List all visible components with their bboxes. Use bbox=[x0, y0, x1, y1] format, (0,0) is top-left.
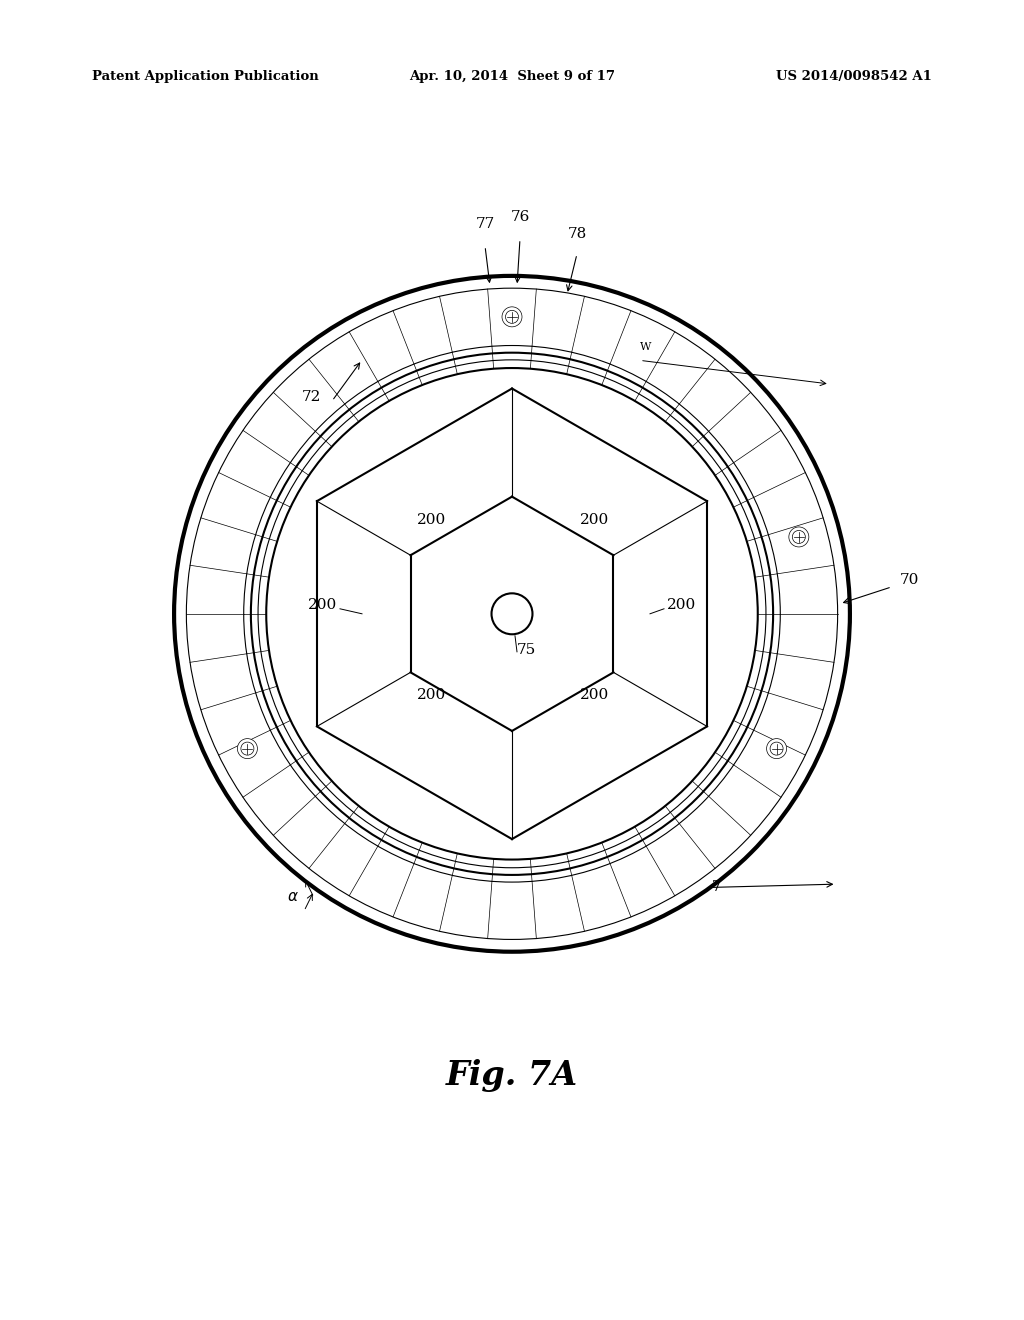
Text: Apr. 10, 2014  Sheet 9 of 17: Apr. 10, 2014 Sheet 9 of 17 bbox=[409, 70, 615, 83]
Circle shape bbox=[767, 739, 786, 759]
Text: Patent Application Publication: Patent Application Publication bbox=[92, 70, 318, 83]
Text: 200: 200 bbox=[580, 512, 609, 527]
Text: 75: 75 bbox=[517, 643, 537, 657]
Text: 76: 76 bbox=[510, 210, 529, 224]
Text: US 2014/0098542 A1: US 2014/0098542 A1 bbox=[776, 70, 932, 83]
Circle shape bbox=[502, 306, 522, 327]
Text: 200: 200 bbox=[580, 688, 609, 702]
Text: Fig. 7A: Fig. 7A bbox=[445, 1059, 579, 1093]
Circle shape bbox=[788, 527, 809, 546]
Text: 72: 72 bbox=[302, 389, 322, 404]
Circle shape bbox=[238, 739, 257, 759]
Text: 200: 200 bbox=[308, 598, 337, 611]
Text: 77: 77 bbox=[475, 216, 495, 231]
Text: 7: 7 bbox=[712, 880, 722, 894]
Text: 70: 70 bbox=[900, 573, 920, 587]
Text: W: W bbox=[640, 342, 651, 352]
Text: $\alpha$: $\alpha$ bbox=[287, 890, 299, 904]
Text: 200: 200 bbox=[667, 598, 696, 611]
Text: 200: 200 bbox=[418, 512, 446, 527]
Text: 200: 200 bbox=[418, 688, 446, 702]
Text: 78: 78 bbox=[567, 227, 587, 240]
